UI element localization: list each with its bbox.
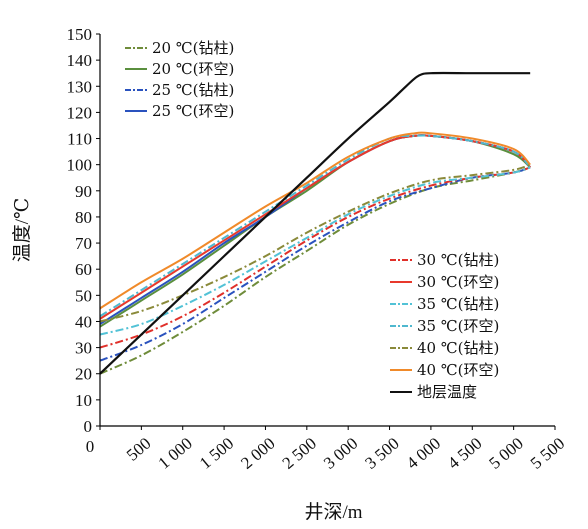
series-line-10	[99, 71, 531, 375]
legend-label: 地层温度	[417, 383, 477, 401]
y-tick-label: 100	[67, 156, 93, 175]
legend-label: 30 ℃(环空)	[417, 273, 499, 291]
x-tick-label: 0	[86, 437, 95, 456]
y-tick-label: 40	[75, 312, 92, 331]
legend: 20 ℃(钻柱) 20 ℃(环空) 25 ℃(钻柱) 25 ℃(环空) 30 ℃(钻柱)…	[125, 39, 499, 401]
y-tick-label: 140	[67, 51, 93, 70]
y-tick-label: 30	[75, 339, 92, 358]
legend-label: 40 ℃(环空)	[417, 361, 499, 379]
x-tick-label: 4 500	[444, 434, 486, 473]
legend-label: 25 ℃(环空)	[152, 102, 234, 120]
x-tick-label: 2 000	[237, 434, 279, 473]
axes	[99, 34, 555, 427]
series-line-7	[99, 134, 531, 318]
x-tick-label: 4 000	[403, 434, 445, 473]
x-tick-label: 3 000	[320, 434, 362, 473]
y-axis-title: 温度/℃	[11, 198, 33, 263]
y-ticks: 0 10 20 30 40 50 60 70 80 90 100 110 120 130 140 150	[67, 25, 100, 436]
legend-label: 20 ℃(钻柱)	[152, 39, 234, 57]
series-line-6	[99, 166, 531, 336]
legend-label: 20 ℃(环空)	[152, 60, 234, 78]
y-tick-label: 10	[75, 391, 92, 410]
x-tick-label: 2 500	[279, 434, 321, 473]
series-line-9	[99, 131, 531, 310]
x-tick-label: 500	[123, 434, 155, 465]
x-tick-label: 1 500	[196, 434, 238, 473]
legend-label: 25 ℃(钻柱)	[152, 81, 234, 99]
legend-label: 30 ℃(钻柱)	[417, 251, 499, 269]
legend-label: 40 ℃(钻柱)	[417, 339, 499, 357]
legend-label: 35 ℃(环空)	[417, 317, 499, 335]
x-tick-label: 5 000	[485, 434, 527, 473]
series-lines	[99, 71, 531, 375]
y-tick-label: 0	[84, 417, 93, 436]
y-tick-label: 50	[75, 286, 92, 305]
x-axis-title: 井深/m	[304, 501, 362, 523]
legend-label: 35 ℃(钻柱)	[417, 295, 499, 313]
y-tick-label: 120	[67, 103, 93, 122]
y-tick-label: 110	[67, 130, 92, 149]
x-tick-label: 1 000	[154, 434, 196, 473]
series-line-5	[99, 134, 531, 320]
y-tick-label: 130	[67, 77, 93, 96]
y-tick-label: 60	[75, 260, 92, 279]
x-tick-label: 3 500	[361, 434, 403, 473]
y-tick-label: 150	[67, 25, 93, 44]
y-tick-label: 80	[75, 208, 92, 227]
y-tick-label: 90	[75, 182, 92, 201]
x-tick-label: 5 500	[527, 434, 569, 473]
x-ticks: 0 500 1 000 1 500 2 000 2 500 3 000 3 500 4 000 4…	[86, 426, 569, 473]
y-tick-label: 70	[75, 234, 92, 253]
series-line-8	[99, 163, 531, 323]
y-tick-label: 20	[75, 365, 92, 384]
